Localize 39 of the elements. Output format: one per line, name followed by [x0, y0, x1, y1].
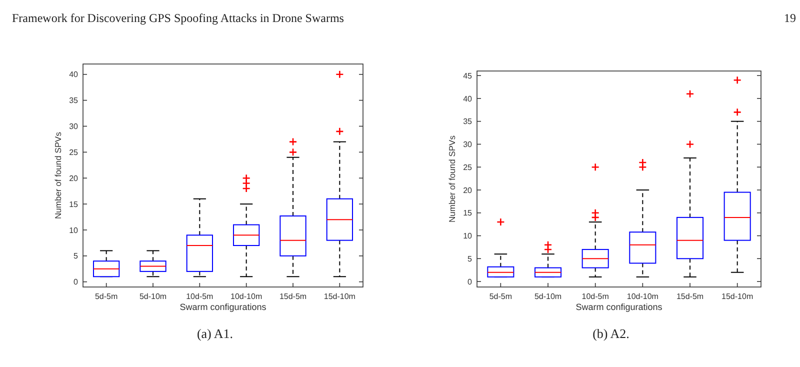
y-axis-title: Number of found SPVs — [53, 132, 63, 219]
y-tick-label: 15 — [69, 200, 79, 209]
y-tick-label: 20 — [463, 186, 473, 195]
x-tick-label: 15d-5m — [279, 292, 307, 301]
y-tick-label: 35 — [463, 117, 473, 126]
x-axis-title: Swarm configurations — [180, 302, 267, 312]
y-tick-label: 5 — [468, 254, 473, 264]
y-tick-label: 35 — [69, 96, 79, 106]
x-tick-label: 15d-10m — [722, 292, 754, 301]
y-tick-label: 10 — [463, 232, 473, 241]
x-tick-label: 5d-5m — [489, 292, 512, 301]
x-tick-label: 15d-10m — [324, 292, 356, 301]
y-axis-title: Number of found SPVs — [447, 136, 457, 222]
y-tick-label: 30 — [69, 122, 79, 132]
x-tick-label: 10d-10m — [626, 292, 659, 301]
y-tick-label: 40 — [69, 70, 79, 80]
y-tick-label: 0 — [468, 277, 473, 286]
x-tick-label: 5d-10m — [534, 292, 562, 301]
y-tick-label: 10 — [69, 226, 79, 235]
x-axis-title: Swarm configurations — [576, 302, 663, 312]
text: Framework for Discovering GPS Spoofing Attacks in Drone Swarms — [12, 11, 344, 25]
y-tick-label: 20 — [69, 174, 79, 183]
text: (a) A1. — [196, 326, 234, 341]
y-tick-label: 30 — [463, 140, 473, 150]
x-tick-label: 10d-5m — [186, 292, 214, 301]
y-tick-label: 25 — [463, 162, 473, 172]
text: (b) A2. — [592, 326, 630, 341]
x-tick-label: 10d-10m — [230, 292, 262, 301]
y-tick-label: 40 — [463, 94, 473, 104]
x-tick-label: 15d-5m — [676, 292, 704, 301]
y-tick-label: 5 — [74, 252, 79, 261]
y-tick-label: 0 — [74, 278, 79, 287]
x-tick-label: 5d-10m — [139, 292, 167, 301]
y-tick-label: 15 — [463, 208, 473, 218]
text: 19 — [784, 11, 796, 25]
x-tick-label: 10d-5m — [582, 292, 610, 301]
y-tick-label: 25 — [69, 148, 79, 157]
x-tick-label: 5d-5m — [94, 292, 118, 301]
y-tick-label: 45 — [463, 71, 473, 80]
